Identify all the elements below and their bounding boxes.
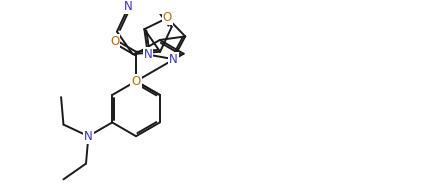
Text: N: N <box>84 130 93 143</box>
Text: N: N <box>124 0 133 13</box>
Text: O: O <box>131 75 141 88</box>
Text: N: N <box>169 53 177 66</box>
Text: N: N <box>143 48 152 61</box>
Text: O: O <box>110 35 119 48</box>
Text: O: O <box>163 11 172 24</box>
